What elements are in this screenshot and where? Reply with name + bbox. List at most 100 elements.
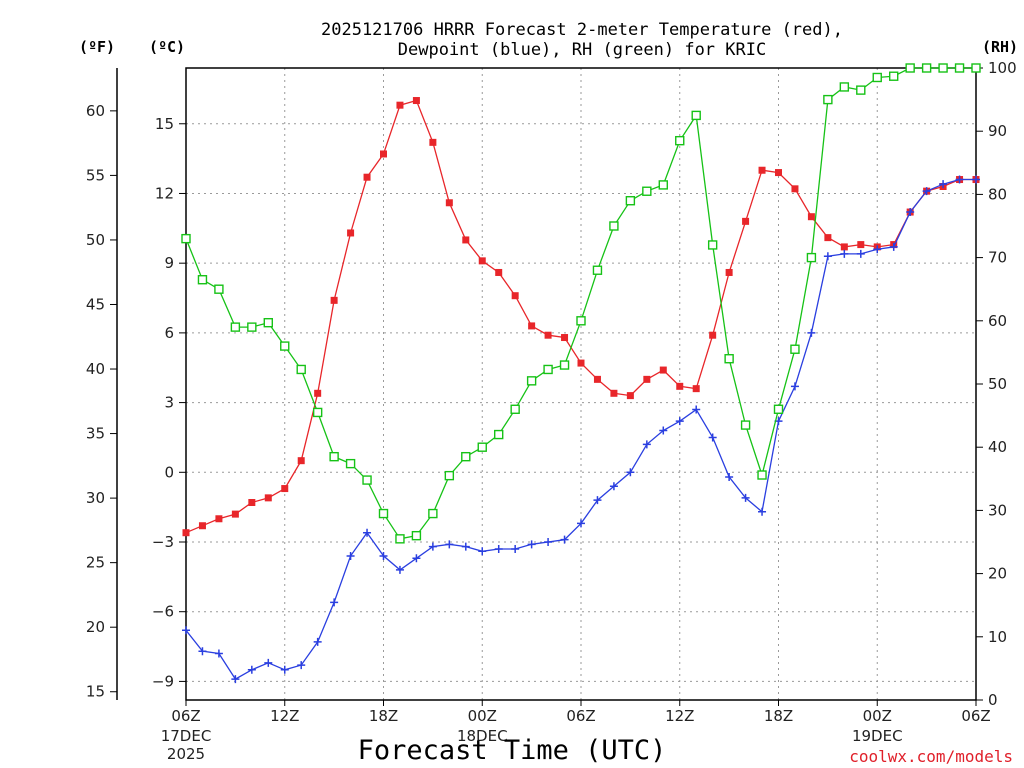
x-tick-label: 06Z	[566, 707, 595, 725]
rh-point	[247, 322, 257, 332]
temperature-point	[297, 457, 305, 465]
dewpoint-point	[428, 542, 437, 551]
celsius-tick-label: −3	[152, 533, 174, 551]
dewpoint-point	[922, 187, 931, 196]
dewpoint-point	[363, 528, 372, 537]
rh-point	[526, 376, 537, 386]
rh-point	[971, 63, 981, 73]
dewpoint-point	[198, 647, 207, 656]
rh-point	[625, 196, 636, 206]
temperature-point	[314, 389, 322, 397]
temperature-point	[330, 296, 338, 304]
dewpoint-point	[609, 482, 618, 491]
x-tick-date: 18DEC	[457, 727, 508, 745]
rh-point	[214, 284, 224, 294]
fahrenheit-tick-label: 50	[86, 231, 105, 249]
temperature-point	[511, 292, 519, 300]
dewpoint-point	[379, 551, 388, 560]
rh-point	[609, 221, 619, 231]
rh-tick-label: 20	[988, 565, 1007, 583]
dewpoint-point	[560, 535, 569, 544]
dewpoint-point	[873, 245, 882, 254]
rh-point	[592, 265, 603, 275]
rh-tick-label: 0	[988, 691, 998, 709]
x-tick-label: 12Z	[270, 707, 299, 725]
rh-point	[856, 85, 866, 95]
temperature-point	[593, 375, 601, 383]
rh-point	[510, 404, 520, 414]
fahrenheit-unit-label: (ºF)	[79, 38, 115, 56]
temperature-point	[659, 366, 667, 374]
rh-point	[197, 275, 208, 285]
rh-point	[757, 470, 767, 480]
rh-point	[362, 475, 372, 485]
celsius-tick-label: 12	[155, 184, 174, 202]
dewpoint-point	[593, 496, 602, 505]
rh-point	[576, 316, 586, 326]
fahrenheit-tick-label: 25	[86, 554, 105, 572]
temperature-point	[347, 229, 355, 237]
temperature-point	[215, 515, 223, 523]
fahrenheit-tick-label: 60	[86, 102, 105, 120]
temperature-point	[775, 169, 782, 177]
dewpoint-point	[758, 507, 767, 516]
temperature-point	[445, 199, 453, 207]
temperature-point	[643, 375, 651, 383]
temperature-point	[626, 392, 634, 400]
dewpoint-point	[889, 242, 898, 251]
chart-title-line2: Dewpoint (blue), RH (green) for KRIC	[398, 40, 766, 60]
rh-point	[675, 135, 685, 146]
rh-point	[296, 364, 306, 375]
dewpoint-point	[461, 542, 470, 551]
temperature-point	[561, 334, 569, 342]
dewpoint-point	[790, 382, 799, 391]
series-layer	[181, 63, 981, 684]
celsius-tick-label: 15	[155, 115, 174, 133]
fahrenheit-tick-label: 30	[86, 489, 105, 507]
dewpoint-point	[972, 175, 980, 184]
rh-tick-label: 10	[988, 628, 1007, 646]
temperature-point	[182, 529, 190, 537]
dewpoint-point	[692, 405, 701, 414]
rh-tick-label: 30	[988, 501, 1007, 519]
rh-point	[543, 364, 553, 375]
temperature-point	[478, 257, 486, 265]
grid-lines	[186, 68, 976, 700]
dewpoint-point	[840, 249, 849, 258]
chart-title-line1: 2025121706 HRRR Forecast 2-meter Tempera…	[321, 20, 843, 40]
rh-point	[444, 470, 455, 481]
dewpoint-point	[330, 598, 339, 607]
temperature-point	[198, 522, 206, 530]
rh-point	[691, 110, 701, 121]
fahrenheit-tick-label: 55	[86, 166, 105, 184]
rh-tick-label: 100	[988, 59, 1017, 77]
temperature-point	[840, 243, 848, 251]
fahrenheit-tick-label: 15	[86, 683, 105, 701]
dewpoint-point	[544, 538, 553, 546]
dewpoint-point	[231, 675, 240, 684]
rh-point	[312, 407, 323, 418]
rh-point	[461, 451, 471, 462]
temperature-point	[692, 385, 700, 393]
dewpoint-point	[247, 665, 256, 674]
dewpoint-point	[280, 665, 289, 674]
x-tick-year: 2025	[167, 745, 205, 763]
rh-tick-label: 40	[988, 438, 1007, 456]
rh-unit-label: (RH)	[982, 38, 1018, 56]
rh-point	[329, 451, 339, 462]
temperature-point	[495, 268, 503, 276]
dewpoint-point	[626, 468, 635, 477]
temperature-point	[725, 268, 733, 276]
rh-point	[938, 63, 948, 73]
temperature-point	[758, 166, 766, 174]
celsius-tick-label: −6	[152, 603, 174, 621]
fahrenheit-tick-label: 35	[86, 425, 105, 443]
x-tick-label: 00Z	[468, 707, 497, 725]
rh-point	[823, 94, 833, 105]
temperature-point	[577, 359, 585, 367]
temperature-point	[281, 485, 289, 493]
plot-frame	[185, 67, 977, 701]
dewpoint-point	[182, 626, 190, 635]
dewpoint-point	[675, 417, 684, 426]
dewpoint-point	[807, 328, 816, 337]
